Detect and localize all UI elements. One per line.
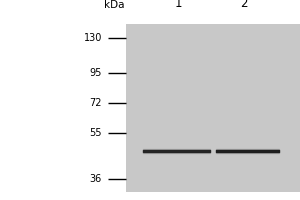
Text: 72: 72 [89,98,102,108]
Text: 1: 1 [175,0,182,10]
Text: 55: 55 [89,128,102,138]
Text: kDa: kDa [104,0,124,10]
Text: 95: 95 [90,68,102,78]
Text: 2: 2 [241,0,248,10]
FancyBboxPatch shape [126,24,300,192]
Text: 130: 130 [84,33,102,43]
Text: 36: 36 [90,174,102,184]
